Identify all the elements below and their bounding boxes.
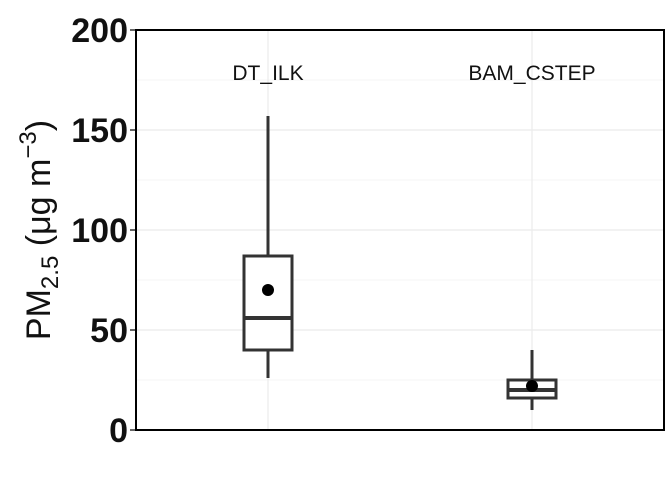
y-axis-title-base: PM <box>20 289 58 340</box>
box-bam-cstep <box>506 350 558 410</box>
boxes <box>242 116 558 410</box>
mean-point <box>262 284 274 296</box>
y-axis-title: PM2.5 (μg m−3) <box>15 120 64 340</box>
grid <box>136 29 664 431</box>
category-labels: DT_ILK BAM_CSTEP <box>232 62 595 85</box>
y-axis-ticks: 0 50 100 150 200 <box>71 12 136 450</box>
y-tick-label: 150 <box>71 112 128 150</box>
box-iqr <box>242 254 294 352</box>
y-tick-label: 100 <box>71 212 128 250</box>
y-axis-title-superscript: −3 <box>15 131 42 158</box>
category-label: BAM_CSTEP <box>468 62 595 85</box>
y-tick-label: 0 <box>109 412 128 450</box>
box-dt-ilk <box>242 116 294 378</box>
y-tick-label: 200 <box>71 12 128 50</box>
panel-border <box>135 29 665 431</box>
y-axis-title-unit-close: ) <box>20 120 58 131</box>
y-tick-label: 50 <box>90 312 128 350</box>
mean-point <box>526 380 538 392</box>
y-axis-title-unit-open: (μg m <box>20 159 58 256</box>
y-axis-title-subscript: 2.5 <box>37 256 64 289</box>
category-label: DT_ILK <box>232 62 303 85</box>
